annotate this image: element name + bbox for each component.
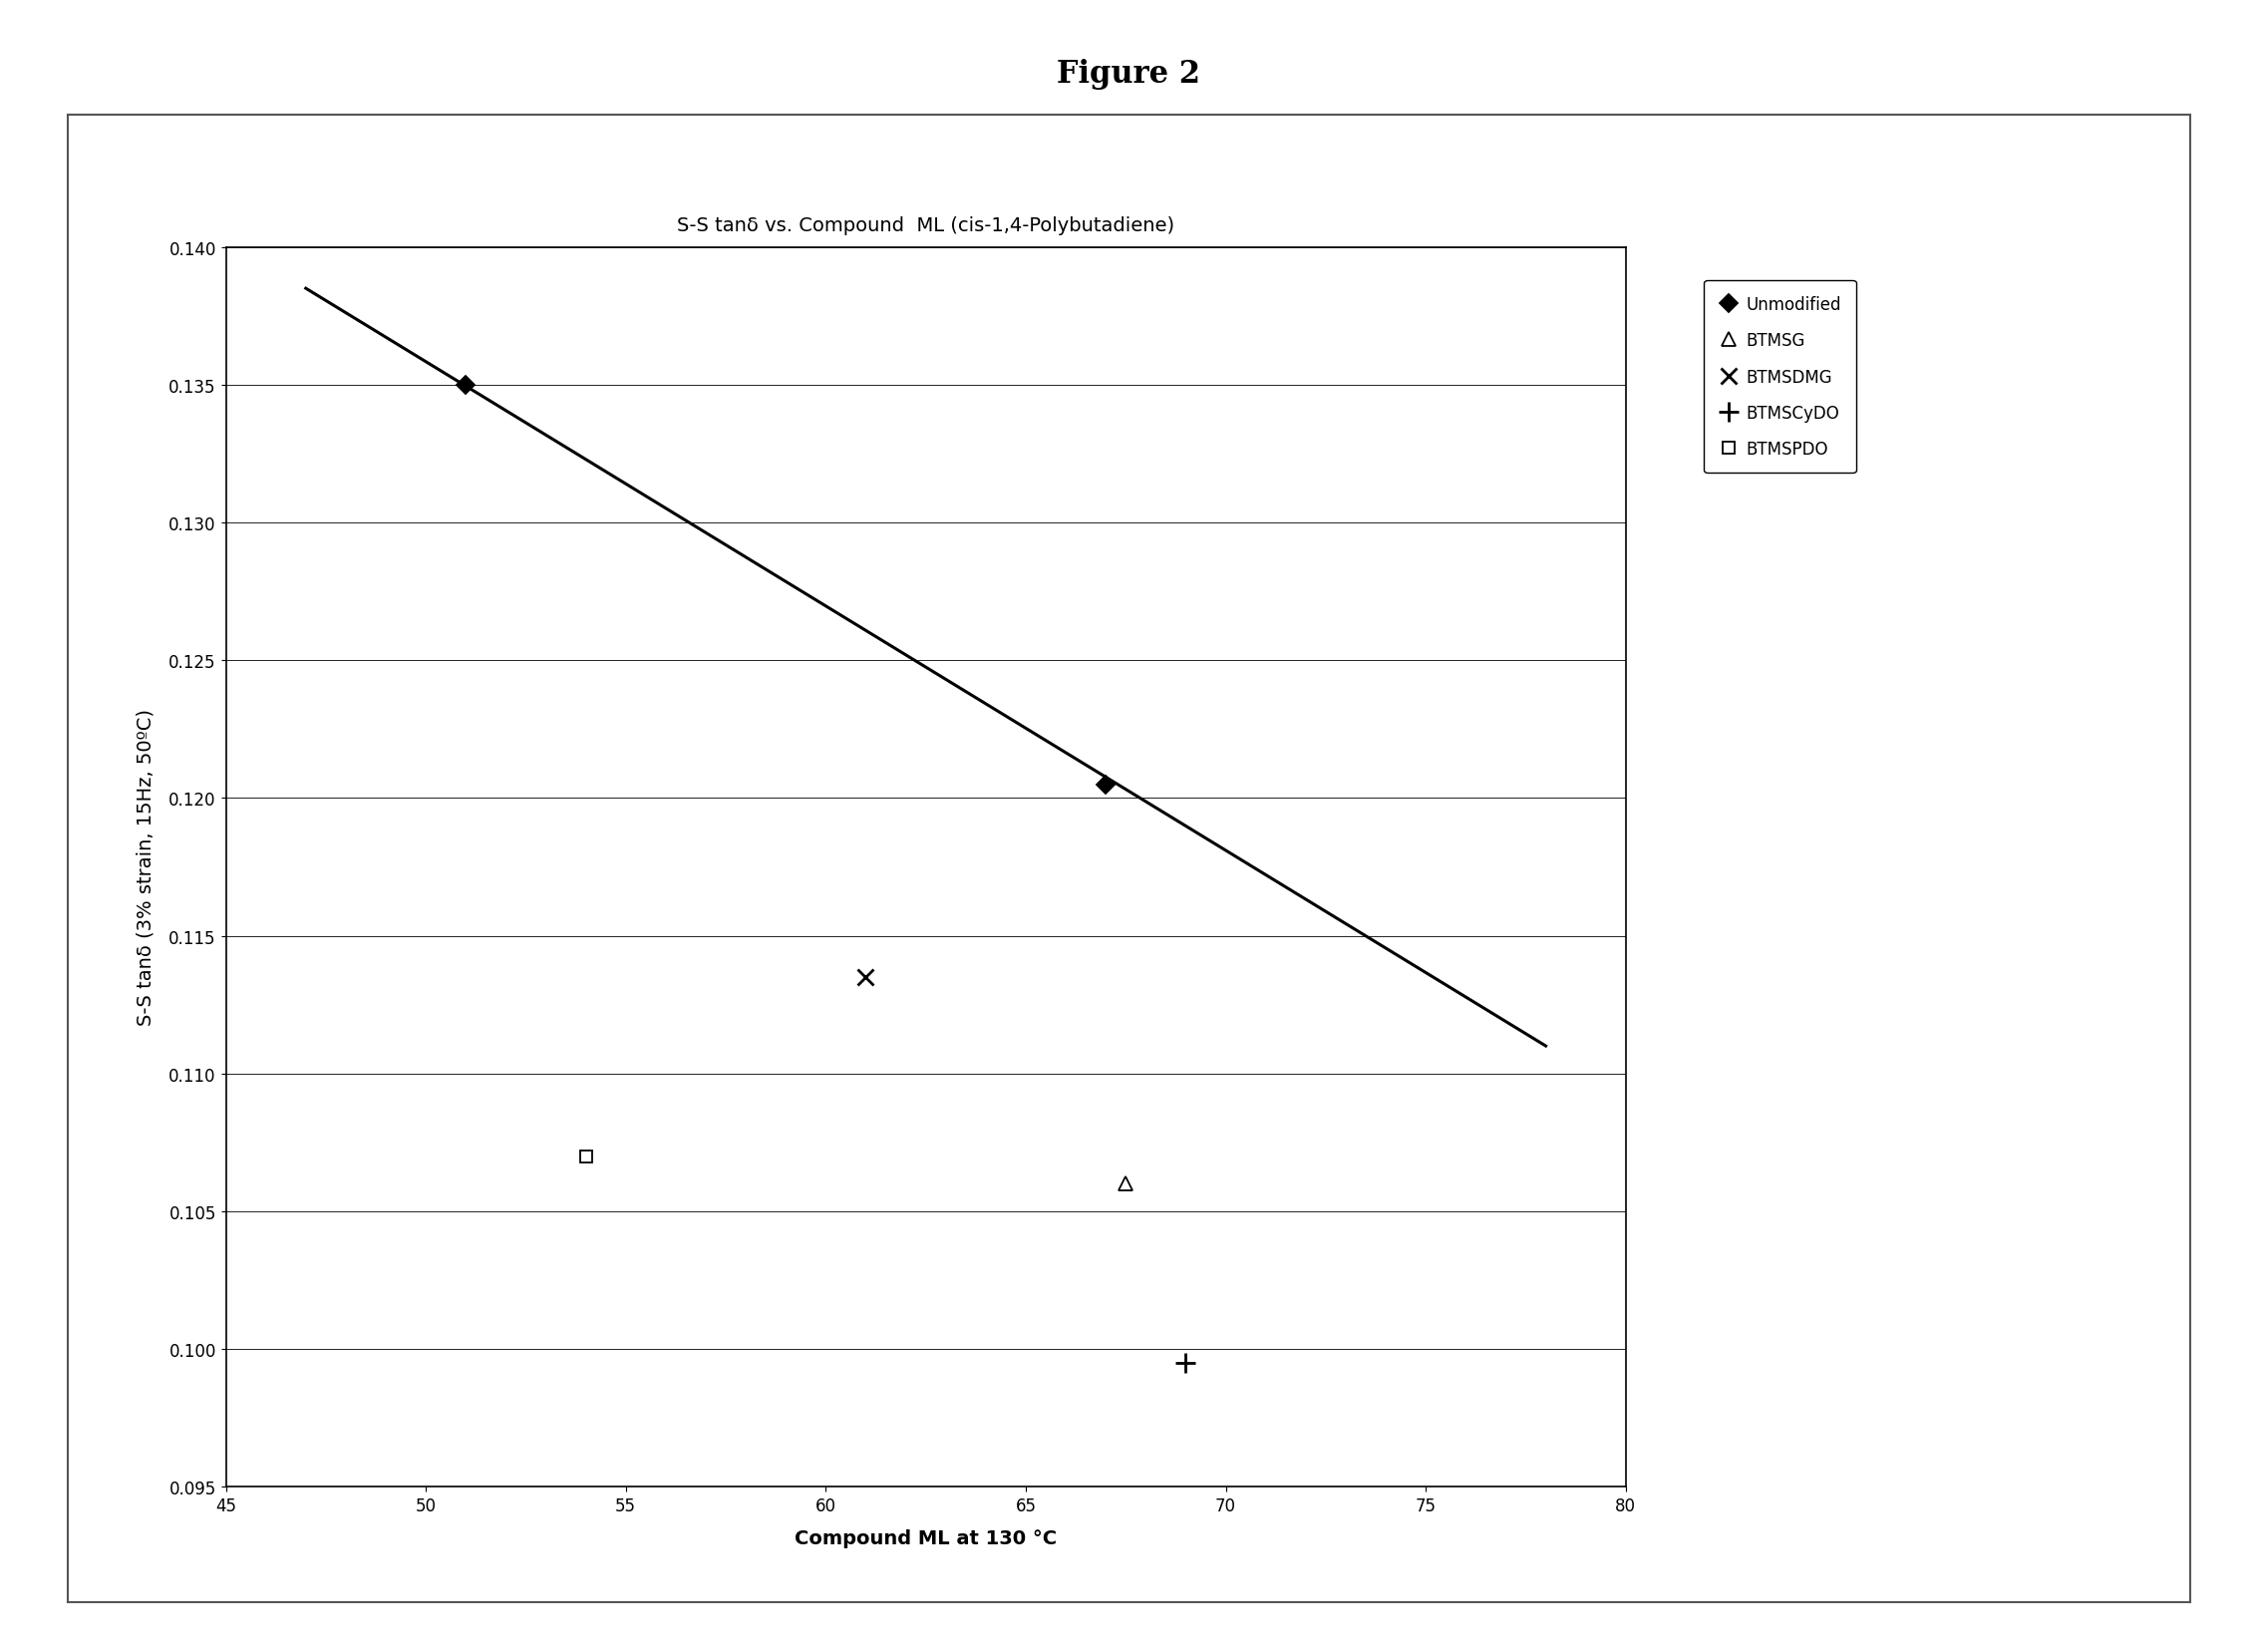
Title: S-S tanδ vs. Compound  ML (cis-1,4-Polybutadiene): S-S tanδ vs. Compound ML (cis-1,4-Polybu…: [677, 216, 1174, 235]
X-axis label: Compound ML at 130 °C: Compound ML at 130 °C: [795, 1528, 1057, 1548]
Text: Figure 2: Figure 2: [1057, 59, 1201, 89]
Y-axis label: S-S tanδ (3% strain, 15Hz, 50ºC): S-S tanδ (3% strain, 15Hz, 50ºC): [135, 709, 156, 1026]
Legend: Unmodified, BTMSG, BTMSDMG, BTMSCyDO, BTMSPDO: Unmodified, BTMSG, BTMSDMG, BTMSCyDO, BT…: [1705, 281, 1856, 474]
